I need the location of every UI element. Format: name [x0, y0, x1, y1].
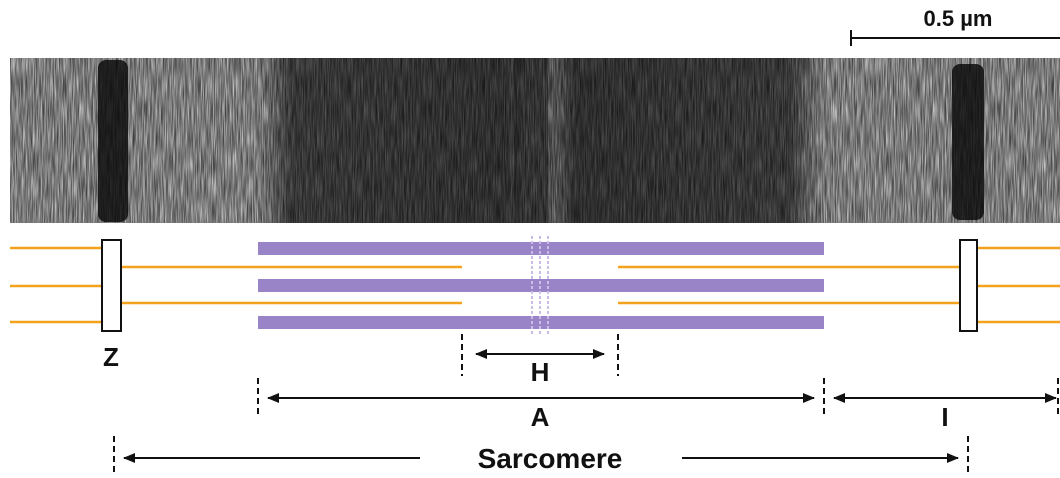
- m-line: [531, 236, 549, 335]
- h-zone-label: H: [531, 357, 550, 387]
- electron-micrograph: [10, 58, 1060, 223]
- sarcomere-label: Sarcomere: [478, 443, 623, 474]
- a-band-dimension: [257, 378, 825, 418]
- i-band-dimension: [833, 378, 1059, 418]
- thin-filaments: [10, 246, 1060, 324]
- a-band-label: A: [531, 402, 550, 432]
- i-band-label: I: [941, 402, 948, 432]
- z-band-label: Z: [103, 342, 119, 372]
- sarcomere-dimension: [113, 436, 969, 476]
- z-disc-right: [959, 239, 978, 332]
- scale-bar-label: 0.5 µm: [924, 6, 993, 31]
- h-zone-dimension: [461, 334, 619, 376]
- z-disc-left: [101, 239, 122, 332]
- thick-filaments: [258, 242, 824, 329]
- scale-bar: 0.5 µm: [850, 6, 1060, 46]
